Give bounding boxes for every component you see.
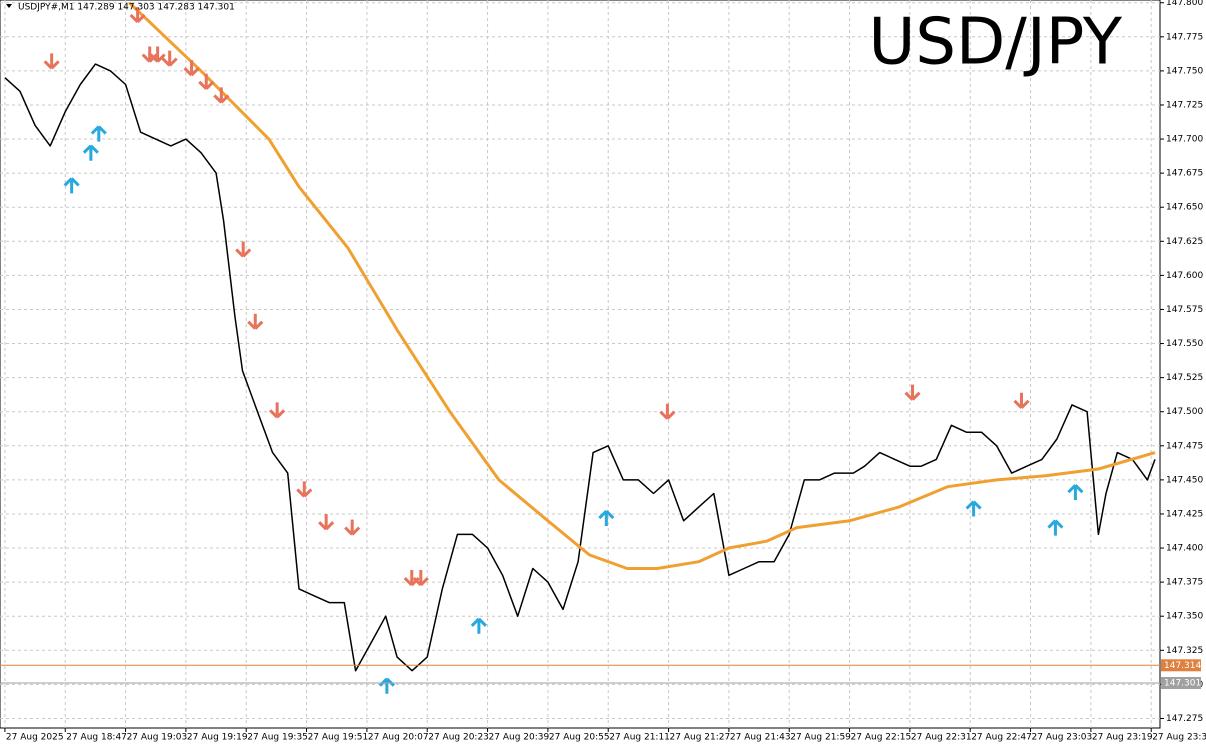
price-label: 147.301 (1164, 679, 1201, 689)
x-tick-label: 27 Aug 21:43 (730, 733, 791, 743)
header: USDJPY#,M1 147.289 147.303 147.283 147.3… (18, 3, 235, 13)
y-tick-label: 147.550 (1166, 339, 1203, 349)
y-tick-label: 147.675 (1166, 169, 1203, 179)
sell-arrow (318, 514, 335, 531)
y-tick-label: 147.700 (1166, 135, 1203, 145)
x-tick-label: 27 Aug 19:19 (187, 733, 248, 743)
x-tick-label: 27 Aug 21:11 (609, 733, 670, 743)
y-tick-label: 147.475 (1166, 441, 1203, 451)
x-tick-label: 27 Aug 23:35 (1152, 733, 1206, 743)
sell-arrow (161, 50, 178, 67)
x-tick-label: 27 Aug 20:55 (549, 733, 610, 743)
sell-arrow (1013, 392, 1030, 409)
y-tick-label: 147.325 (1166, 646, 1203, 656)
x-tick-label: 27 Aug 23:19 (1092, 733, 1153, 743)
y-tick-label: 147.575 (1166, 305, 1203, 315)
x-tick-label: 27 Aug 19:35 (247, 733, 308, 743)
sell-arrow (129, 6, 146, 24)
x-tick-label: 27 Aug 18:47 (66, 733, 127, 743)
y-tick-label: 147.450 (1166, 475, 1203, 485)
x-tick-label: 27 Aug 20:23 (428, 733, 489, 743)
x-tick-label: 27 Aug 2025 (6, 733, 64, 743)
series-line (128, 1, 1156, 570)
sell-arrow (344, 519, 361, 536)
buy-arrow (378, 677, 395, 694)
x-tick-label: 27 Aug 22:47 (971, 733, 1032, 743)
sell-arrow (247, 313, 264, 330)
buy-arrow (1067, 484, 1084, 501)
y-tick-label: 147.650 (1166, 203, 1203, 213)
series-line (4, 63, 1156, 672)
buy-arrow (63, 177, 80, 194)
sell-arrow (296, 481, 313, 498)
y-tick-label: 147.425 (1166, 509, 1203, 519)
y-tick-label: 147.800 (1166, 0, 1203, 8)
y-tick-label: 147.525 (1166, 373, 1203, 383)
buy-arrow (90, 125, 107, 142)
y-tick-label: 147.400 (1166, 544, 1203, 554)
y-tick-label: 147.275 (1166, 714, 1203, 724)
buy-arrow (82, 144, 99, 161)
sell-arrow (269, 402, 286, 419)
x-tick-label: 27 Aug 23:03 (1032, 733, 1093, 743)
x-tick-label: 27 Aug 21:59 (790, 733, 851, 743)
x-tick-label: 27 Aug 19:51 (308, 733, 369, 743)
buy-arrow (598, 509, 615, 527)
sell-arrow (198, 73, 215, 90)
y-tick-label: 147.625 (1166, 237, 1203, 247)
y-tick-label: 147.725 (1166, 100, 1203, 110)
sell-arrow (43, 53, 60, 70)
price-label-box (1161, 677, 1201, 690)
sell-arrow (213, 87, 230, 104)
y-tick-label: 147.500 (1166, 407, 1203, 417)
sell-arrow (659, 403, 676, 420)
price-label-box (1161, 659, 1201, 672)
price-label: 147.314 (1164, 661, 1201, 671)
y-tick-label: 147.750 (1166, 66, 1203, 76)
sell-arrow (904, 384, 921, 401)
plot-frame (0, 0, 1161, 729)
y-tick-label: 147.775 (1166, 32, 1203, 42)
y-tick-label: 147.600 (1166, 271, 1203, 281)
x-tick-label: 27 Aug 22:31 (911, 733, 972, 743)
x-tick-label: 27 Aug 21:27 (670, 733, 731, 743)
x-tick-label: 27 Aug 22:15 (851, 733, 912, 743)
sell-arrow (412, 570, 429, 587)
sell-arrow (235, 241, 252, 258)
x-tick-label: 27 Aug 20:39 (489, 733, 550, 743)
x-tick-label: 27 Aug 19:03 (127, 733, 188, 743)
buy-arrow (470, 617, 487, 634)
sell-arrow (149, 46, 166, 63)
buy-arrow (1047, 519, 1064, 536)
y-tick-label: 147.375 (1166, 578, 1203, 588)
x-tick-label: 27 Aug 20:07 (368, 733, 429, 743)
y-tick-label: 147.350 (1166, 612, 1203, 622)
buy-arrow (965, 500, 982, 517)
sell-arrow (183, 60, 200, 77)
chart-title: USD/JPY (869, 6, 1123, 80)
header-icon (6, 4, 12, 8)
